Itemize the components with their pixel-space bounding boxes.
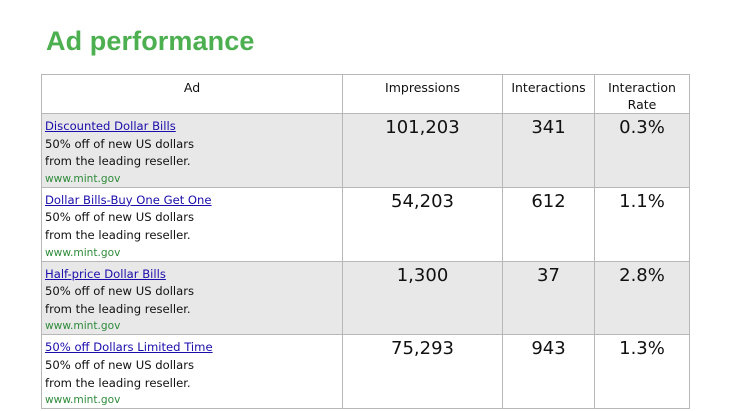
impressions-cell: 1,300	[342, 260, 503, 336]
interactions-cell: 612	[502, 186, 595, 262]
ad-title-link[interactable]: 50% off Dollars Limited Time	[45, 340, 213, 355]
table-row: 50% off Dollars Limited Time 50% off of …	[41, 334, 690, 410]
column-header-interaction-rate: Interaction Rate	[594, 74, 690, 114]
ad-title-link[interactable]: Discounted Dollar Bills	[45, 119, 176, 133]
ad-description: 50% off of new US dollars from the leadi…	[45, 210, 195, 242]
table-row: Discounted Dollar Bills 50% off of new U…	[41, 113, 690, 188]
interactions-cell: 341	[502, 113, 595, 188]
ad-title-link[interactable]: Half-price Dollar Bills	[45, 266, 166, 281]
ad-cell: Half-price Dollar Bills 50% off of new U…	[41, 260, 343, 336]
interaction-rate-cell: 0.3%	[594, 113, 690, 188]
interaction-rate-cell: 2.8%	[594, 260, 690, 336]
page-title: Ad performance	[46, 26, 255, 56]
column-header-interactions: Interactions	[502, 74, 595, 114]
table-row: Half-price Dollar Bills 50% off of new U…	[41, 260, 690, 336]
interaction-rate-cell: 1.3%	[594, 334, 690, 410]
ad-description: 50% off of new US dollars from the leadi…	[45, 284, 195, 316]
interactions-cell: 943	[502, 334, 595, 410]
column-header-impressions: Impressions	[342, 74, 503, 114]
ad-cell: Discounted Dollar Bills 50% off of new U…	[41, 113, 343, 188]
impressions-cell: 75,293	[342, 334, 503, 410]
ad-display-url: www.mint.gov	[45, 246, 121, 259]
column-header-ad: Ad	[41, 74, 343, 114]
ad-cell: 50% off Dollars Limited Time 50% off of …	[41, 334, 343, 410]
ad-description: 50% off of new US dollars from the leadi…	[45, 136, 195, 169]
ad-title-link[interactable]: Dollar Bills-Buy One Get One	[45, 192, 212, 207]
impressions-cell: 101,203	[342, 113, 503, 188]
ad-cell: Dollar Bills-Buy One Get One 50% off of …	[41, 186, 343, 262]
table-row: Dollar Bills-Buy One Get One 50% off of …	[41, 186, 690, 262]
ad-display-url: www.mint.gov	[45, 172, 121, 185]
ad-performance-table: Ad Impressions Interactions Interaction …	[41, 74, 690, 410]
interactions-cell: 37	[502, 260, 595, 336]
interaction-rate-cell: 1.1%	[594, 186, 690, 262]
ad-display-url: www.mint.gov	[45, 394, 121, 407]
table-header-row: Ad Impressions Interactions Interaction …	[41, 74, 690, 114]
ad-description: 50% off of new US dollars from the leadi…	[45, 357, 195, 390]
impressions-cell: 54,203	[342, 186, 503, 262]
ad-display-url: www.mint.gov	[45, 320, 121, 333]
